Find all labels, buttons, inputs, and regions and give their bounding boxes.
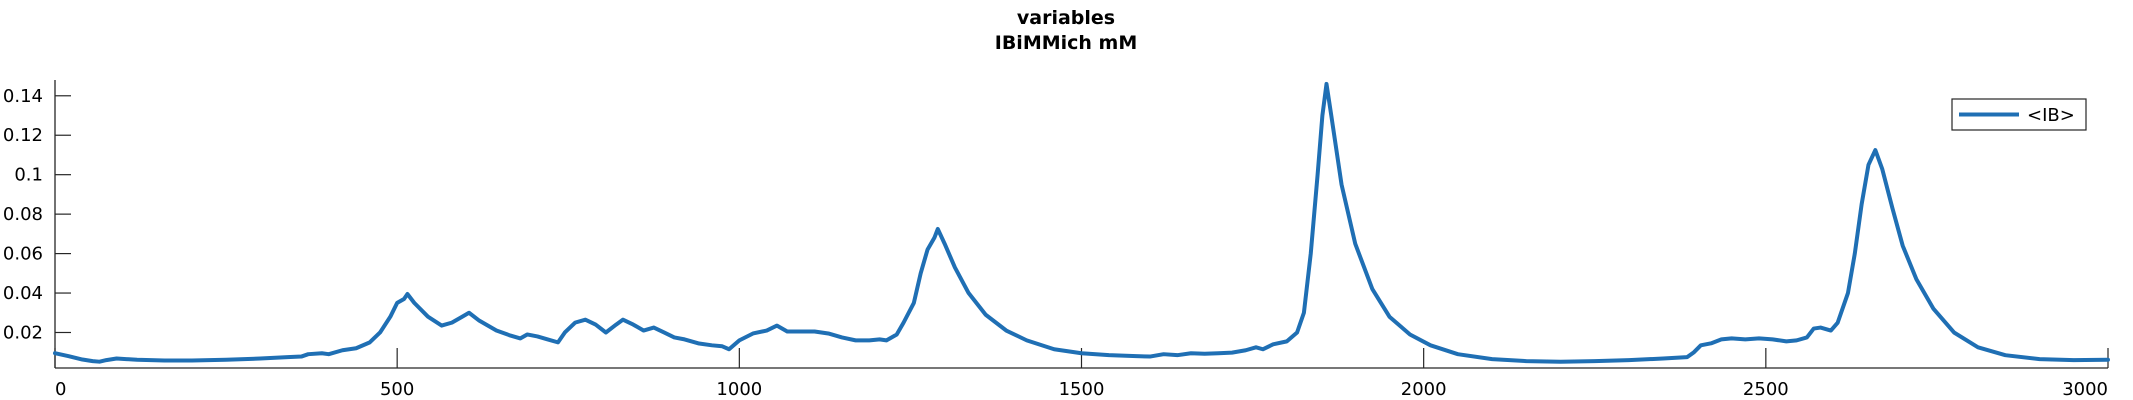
y-tick-label: 0.02 xyxy=(3,322,43,343)
chart-title: variables xyxy=(1017,7,1115,29)
legend: <IB> xyxy=(1951,98,2087,131)
series-layer xyxy=(53,81,2110,364)
x-tick-label: 1000 xyxy=(716,379,762,400)
x-tick-label: 500 xyxy=(380,379,414,400)
x-tick-label: 2500 xyxy=(1743,379,1789,400)
x-tick-label: 0 xyxy=(55,379,66,400)
legend-label: <IB> xyxy=(2027,105,2075,126)
chart-subtitle: IBiMMich mM xyxy=(995,32,1138,54)
series-line-0 xyxy=(53,81,2110,364)
x-tick-label: 2000 xyxy=(1401,379,1447,400)
x-tick-label: 1500 xyxy=(1059,379,1105,400)
y-tick-label: 0.04 xyxy=(3,283,43,304)
y-tick-label: 0.12 xyxy=(3,125,43,146)
y-tick-label: 0.06 xyxy=(3,244,43,265)
y-tick-label: 0.1 xyxy=(14,165,43,186)
y-tick-label: 0.14 xyxy=(3,86,43,107)
x-tick-label: 3000 xyxy=(2062,379,2108,400)
y-tick-label: 0.08 xyxy=(3,204,43,225)
axes xyxy=(54,80,2108,369)
y-ticks: 0.02 0.04 0.06 0.08 0.1 0.12 0.14 xyxy=(3,86,71,343)
x-ticks: 0 500 1000 1500 2000 2500 3000 xyxy=(54,348,2109,400)
